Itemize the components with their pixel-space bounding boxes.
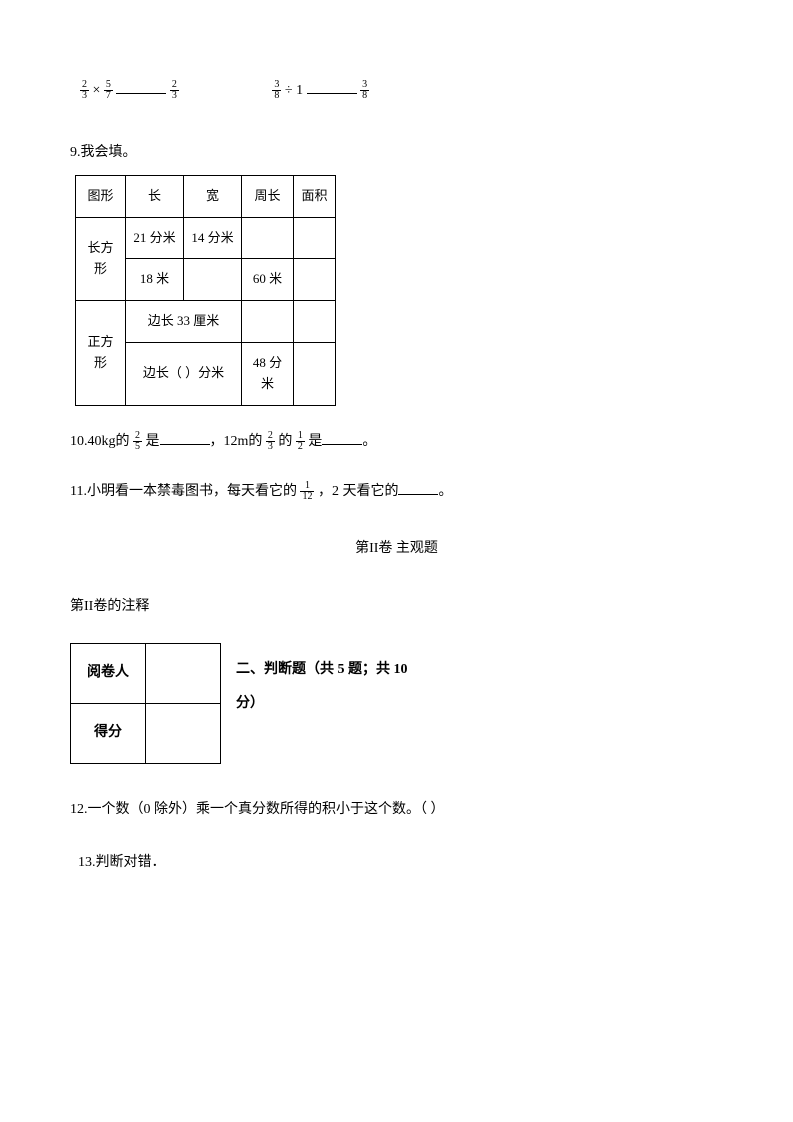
blank-line bbox=[398, 481, 438, 495]
blank-line bbox=[160, 431, 210, 445]
fraction: 3 8 bbox=[272, 80, 281, 101]
score-cell bbox=[146, 704, 221, 764]
table-header: 面积 bbox=[294, 175, 336, 217]
question-9: 9.我会填。 图形长宽周长面积长方形21 分米14 分米18 米 60 米正方形边… bbox=[70, 142, 723, 405]
fraction: 2 3 bbox=[80, 80, 89, 101]
denominator: 7 bbox=[104, 91, 113, 101]
table-cell: 正方形 bbox=[76, 301, 126, 405]
fraction: 2 3 bbox=[266, 431, 275, 452]
table-cell: 60 米 bbox=[242, 259, 294, 301]
denominator: 3 bbox=[170, 91, 179, 101]
blank-line bbox=[322, 431, 362, 445]
text: ，2 天看它的 bbox=[318, 484, 399, 499]
table-cell: 边长 33 厘米 bbox=[126, 301, 242, 343]
score-label: 得分 bbox=[71, 704, 146, 764]
fraction: 2 5 bbox=[133, 431, 142, 452]
part2-title: 第II卷 主观题 bbox=[70, 538, 723, 560]
question-13: 13.判断对错． bbox=[70, 852, 723, 874]
text: 10.40kg的 bbox=[70, 434, 133, 449]
score-table: 阅卷人 得分 bbox=[70, 643, 221, 764]
fraction: 1 2 bbox=[296, 431, 305, 452]
table-cell bbox=[294, 217, 336, 259]
question-10: 10.40kg的 2 5 是 ，12m的 2 3 的 1 2 是 。 bbox=[70, 431, 723, 453]
operator: ÷ 1 bbox=[285, 83, 303, 98]
blank-line bbox=[116, 80, 166, 94]
table-cell: 48 分米 bbox=[242, 342, 294, 405]
table-header: 宽 bbox=[184, 175, 242, 217]
table-cell bbox=[184, 259, 242, 301]
fraction: 3 8 bbox=[360, 80, 369, 101]
table-cell bbox=[294, 301, 336, 343]
reviewer-label: 阅卷人 bbox=[71, 644, 146, 704]
question-11: 11.小明看一本禁毒图书，每天看它的 1 12 ，2 天看它的 。 bbox=[70, 481, 723, 503]
denominator: 3 bbox=[80, 91, 89, 101]
denominator: 2 bbox=[296, 442, 305, 452]
question-12: 12.一个数（0 除外）乘一个真分数所得的积小于这个数。（ ） bbox=[70, 799, 723, 821]
reviewer-cell bbox=[146, 644, 221, 704]
text: ，12m的 bbox=[210, 434, 266, 449]
text: 是 bbox=[146, 434, 160, 449]
operator: × bbox=[93, 83, 101, 98]
denominator: 8 bbox=[360, 91, 369, 101]
table-cell bbox=[294, 259, 336, 301]
section-heading: 二、判断题（共 5 题；共 10分） bbox=[236, 643, 416, 720]
table-header: 周长 bbox=[242, 175, 294, 217]
text: 是 bbox=[308, 434, 322, 449]
table-cell bbox=[242, 301, 294, 343]
table-cell: 14 分米 bbox=[184, 217, 242, 259]
shapes-table: 图形长宽周长面积长方形21 分米14 分米18 米 60 米正方形边长 33 厘米… bbox=[75, 175, 336, 406]
equation-row: 2 3 × 5 7 2 3 3 8 ÷ 1 3 8 bbox=[70, 80, 723, 102]
equation-2: 3 8 ÷ 1 3 8 bbox=[272, 80, 369, 102]
table-cell bbox=[294, 342, 336, 405]
denominator: 8 bbox=[272, 91, 281, 101]
table-header: 图形 bbox=[76, 175, 126, 217]
text: 11.小明看一本禁毒图书，每天看它的 bbox=[70, 484, 300, 499]
part2-note: 第II卷的注释 bbox=[70, 596, 723, 618]
denominator: 3 bbox=[266, 442, 275, 452]
table-cell: 边长（ ）分米 bbox=[126, 342, 242, 405]
question-title: 9.我会填。 bbox=[70, 142, 723, 164]
table-cell: 21 分米 bbox=[126, 217, 184, 259]
table-cell bbox=[242, 217, 294, 259]
denominator: 5 bbox=[133, 442, 142, 452]
score-section: 阅卷人 得分 二、判断题（共 5 题；共 10分） bbox=[70, 643, 723, 764]
equation-1: 2 3 × 5 7 2 3 bbox=[80, 80, 179, 102]
blank-line bbox=[307, 80, 357, 94]
text: 。 bbox=[362, 434, 376, 449]
fraction: 2 3 bbox=[170, 80, 179, 101]
table-cell: 18 米 bbox=[126, 259, 184, 301]
table-cell: 长方形 bbox=[76, 217, 126, 301]
fraction: 1 12 bbox=[300, 481, 314, 502]
fraction: 5 7 bbox=[104, 80, 113, 101]
text: 的 bbox=[278, 434, 296, 449]
text: 。 bbox=[438, 484, 452, 499]
denominator: 12 bbox=[300, 492, 314, 502]
table-header: 长 bbox=[126, 175, 184, 217]
